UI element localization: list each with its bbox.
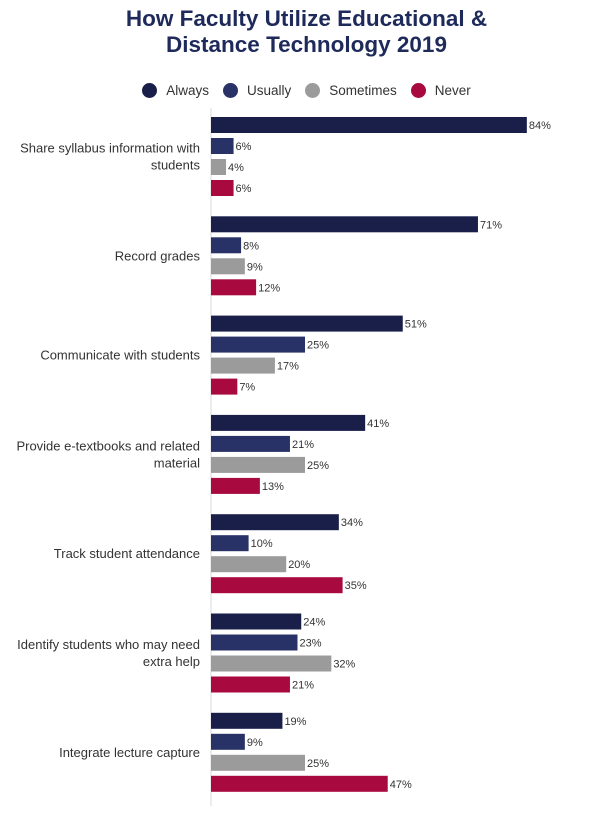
category-label-provide-e-textbooks-and-related-material: Provide e-textbooks and related material xyxy=(16,438,200,470)
category-label-share-syllabus-information-with-students: Share syllabus information with students xyxy=(20,141,200,173)
bar-sometimes-2[interactable] xyxy=(211,258,245,275)
data-label-always-3: 51% xyxy=(405,319,427,331)
data-label-usually-3: 25% xyxy=(307,340,329,352)
data-label-sometimes-2: 9% xyxy=(247,261,263,273)
chart-title-line-2: Distance Technology 2019 xyxy=(166,32,447,57)
data-label-never-6: 21% xyxy=(292,680,314,692)
bar-never-5[interactable] xyxy=(211,577,343,594)
data-label-never-7: 47% xyxy=(390,779,412,791)
bar-usually-6[interactable] xyxy=(211,634,298,651)
legend-label-usually: Usually xyxy=(246,83,292,98)
chart-title-line-1: How Faculty Utilize Educational & xyxy=(125,6,488,31)
category-label-record-grades: Record grades xyxy=(115,248,201,263)
bar-sometimes-1[interactable] xyxy=(211,159,227,175)
legend-marker-usually xyxy=(222,83,238,98)
bar-never-2[interactable] xyxy=(211,279,257,296)
category-label-track-student-attendance: Track student attendance xyxy=(54,546,200,561)
bar-usually-2[interactable] xyxy=(211,237,242,254)
bar-sometimes-4[interactable] xyxy=(211,456,305,473)
bar-sometimes-3[interactable] xyxy=(211,357,275,374)
data-label-never-3: 7% xyxy=(239,382,255,394)
bar-never-6[interactable] xyxy=(211,676,290,693)
data-label-sometimes-6: 32% xyxy=(333,659,355,671)
data-label-always-4: 41% xyxy=(367,418,389,430)
legend-marker-always xyxy=(142,83,158,98)
data-label-usually-7: 9% xyxy=(247,737,263,749)
data-label-usually-6: 23% xyxy=(299,638,321,650)
bar-always-7[interactable] xyxy=(211,712,283,729)
data-label-always-6: 24% xyxy=(303,617,325,629)
legend-label-never: Never xyxy=(434,83,471,98)
data-label-never-4: 13% xyxy=(262,481,284,493)
bar-never-7[interactable] xyxy=(211,775,388,792)
data-label-usually-2: 8% xyxy=(243,240,259,252)
data-label-sometimes-3: 17% xyxy=(277,361,299,373)
bar-always-6[interactable] xyxy=(211,613,302,630)
data-label-sometimes-4: 25% xyxy=(307,460,329,472)
data-label-usually-5: 10% xyxy=(251,538,273,550)
data-label-never-2: 12% xyxy=(258,282,280,294)
legend-marker-sometimes xyxy=(305,83,321,98)
data-label-usually-4: 21% xyxy=(292,439,314,451)
bar-usually-4[interactable] xyxy=(211,435,290,452)
legend-label-always: Always xyxy=(166,83,209,98)
bar-usually-3[interactable] xyxy=(211,336,305,353)
bar-always-2[interactable] xyxy=(211,216,478,233)
bar-always-1[interactable] xyxy=(211,117,527,133)
chart-legend: Always Usually Sometimes Never xyxy=(0,83,613,98)
data-label-sometimes-1: 4% xyxy=(228,162,244,174)
data-label-always-7: 19% xyxy=(284,716,306,728)
chart-title: How Faculty Utilize Educational & Distan… xyxy=(0,6,613,58)
category-label-integrate-lecture-capture: Integrate lecture capture xyxy=(59,745,200,760)
data-label-sometimes-7: 25% xyxy=(307,758,329,770)
legend-label-sometimes: Sometimes xyxy=(329,83,397,98)
data-label-usually-1: 6% xyxy=(236,141,252,153)
bar-never-4[interactable] xyxy=(211,477,260,494)
bar-always-4[interactable] xyxy=(211,414,366,431)
bar-usually-1[interactable] xyxy=(211,138,234,154)
category-label-identify-students-who-may-need-extra-help: Identify students who may need extra help xyxy=(17,637,200,669)
bar-usually-5[interactable] xyxy=(211,535,249,552)
legend-item-usually[interactable]: Usually xyxy=(222,83,292,98)
category-label-communicate-with-students: Communicate with students xyxy=(40,348,200,363)
bar-always-3[interactable] xyxy=(211,315,403,332)
bar-never-3[interactable] xyxy=(211,378,238,395)
bar-sometimes-7[interactable] xyxy=(211,754,305,771)
bar-sometimes-5[interactable] xyxy=(211,556,287,573)
legend-item-always[interactable]: Always xyxy=(142,83,209,98)
data-label-sometimes-5: 20% xyxy=(288,559,310,571)
bar-sometimes-6[interactable] xyxy=(211,655,332,672)
data-label-never-1: 6% xyxy=(236,183,252,195)
bar-always-5[interactable] xyxy=(211,514,339,531)
bar-never-1[interactable] xyxy=(211,180,234,196)
legend-marker-never xyxy=(410,83,426,98)
data-label-always-2: 71% xyxy=(480,219,502,231)
legend-item-sometimes[interactable]: Sometimes xyxy=(305,83,397,98)
bar-usually-7[interactable] xyxy=(211,733,245,750)
data-label-always-1: 84% xyxy=(529,120,551,132)
data-label-always-5: 34% xyxy=(341,517,363,529)
data-label-never-5: 35% xyxy=(345,580,367,592)
legend-item-never[interactable]: Never xyxy=(410,83,471,98)
